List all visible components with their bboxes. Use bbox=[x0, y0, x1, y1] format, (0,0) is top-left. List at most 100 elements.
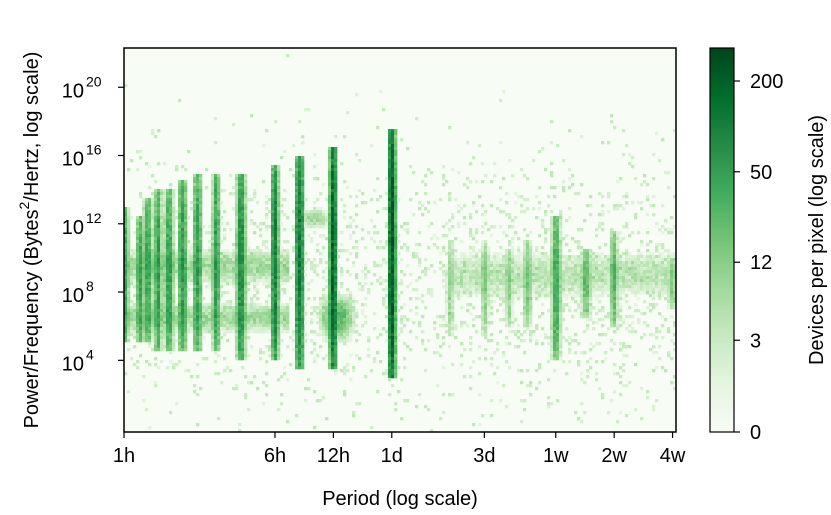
heatmap-cell bbox=[637, 309, 641, 313]
heatmap-cell bbox=[508, 321, 512, 325]
heatmap-cell bbox=[259, 279, 263, 283]
heatmap-cell bbox=[412, 255, 416, 259]
heatmap-cell bbox=[241, 216, 245, 220]
heatmap-cell bbox=[562, 309, 566, 313]
heatmap-cell bbox=[379, 246, 383, 250]
heatmap-cell bbox=[133, 309, 137, 313]
heatmap-cell bbox=[322, 288, 326, 292]
heatmap-cell bbox=[451, 276, 455, 280]
heatmap-cell bbox=[280, 249, 284, 253]
heatmap-cell bbox=[169, 216, 173, 220]
heatmap-cell bbox=[481, 291, 485, 295]
heatmap-cell bbox=[547, 273, 551, 277]
heatmap-cell bbox=[157, 321, 161, 325]
heatmap-cell bbox=[271, 318, 275, 322]
heatmap-cell bbox=[193, 255, 197, 259]
heatmap-cell bbox=[274, 270, 278, 274]
heatmap-cell bbox=[247, 270, 251, 274]
heatmap-cell bbox=[265, 324, 269, 328]
heatmap-cell bbox=[394, 297, 398, 301]
heatmap-cell bbox=[223, 258, 227, 262]
heatmap-cell bbox=[568, 267, 572, 271]
heatmap-cell bbox=[211, 201, 215, 205]
heatmap-cell bbox=[343, 321, 347, 325]
heatmap-cell bbox=[241, 249, 245, 253]
heatmap-cell bbox=[388, 168, 392, 172]
heatmap-cell bbox=[601, 270, 605, 274]
heatmap-cell bbox=[253, 249, 257, 253]
heatmap-cell bbox=[316, 207, 320, 211]
heatmap-cell bbox=[208, 249, 212, 253]
heatmap-cell bbox=[223, 312, 227, 316]
heatmap-cell bbox=[211, 261, 215, 265]
heatmap-cell bbox=[334, 201, 338, 205]
heatmap-cell bbox=[397, 282, 401, 286]
heatmap-cell bbox=[400, 291, 404, 295]
heatmap-cell bbox=[619, 204, 623, 208]
heatmap-cell bbox=[265, 261, 269, 265]
heatmap-cell bbox=[259, 264, 263, 268]
heatmap-cell bbox=[301, 195, 305, 199]
heatmap-cell bbox=[616, 315, 620, 319]
heatmap-cell bbox=[271, 276, 275, 280]
heatmap-cell bbox=[247, 321, 251, 325]
heatmap-cell bbox=[145, 312, 149, 316]
heatmap-cell bbox=[130, 315, 134, 319]
heatmap-cell bbox=[247, 276, 251, 280]
heatmap-cell bbox=[163, 270, 167, 274]
heatmap-cell bbox=[142, 264, 146, 268]
heatmap-cell bbox=[223, 249, 227, 253]
heatmap-cell bbox=[424, 174, 428, 178]
heatmap-cell bbox=[277, 297, 281, 301]
heatmap-cell bbox=[661, 267, 665, 271]
heatmap-cell bbox=[298, 192, 302, 196]
heatmap-cell bbox=[148, 243, 152, 247]
heatmap-cell bbox=[508, 276, 512, 280]
heatmap-cell bbox=[664, 228, 668, 232]
heatmap-cell bbox=[148, 255, 152, 259]
heatmap-cell bbox=[553, 312, 557, 316]
heatmap-cell bbox=[520, 267, 524, 271]
heatmap-cell bbox=[571, 255, 575, 259]
heatmap-cell bbox=[466, 294, 470, 298]
heatmap-cell bbox=[607, 285, 611, 289]
heatmap-cell bbox=[634, 261, 638, 265]
heatmap-cell bbox=[196, 324, 200, 328]
heatmap-cell bbox=[505, 321, 509, 325]
heatmap-cell bbox=[511, 252, 515, 256]
heatmap-cell bbox=[232, 309, 236, 313]
heatmap-cell bbox=[328, 240, 332, 244]
heatmap-cell bbox=[496, 294, 500, 298]
heatmap-cell bbox=[520, 291, 524, 295]
heatmap-cell bbox=[211, 300, 215, 304]
heatmap-cell bbox=[178, 219, 182, 223]
heatmap-cell bbox=[325, 318, 329, 322]
heatmap-cell bbox=[589, 276, 593, 280]
heatmap-cell bbox=[583, 291, 587, 295]
heatmap-cell bbox=[373, 225, 377, 229]
heatmap-cell bbox=[610, 309, 614, 313]
heatmap-cell bbox=[202, 312, 206, 316]
heatmap-cell bbox=[268, 321, 272, 325]
heatmap-cell bbox=[550, 300, 554, 304]
heatmap-cell bbox=[475, 240, 479, 244]
heatmap-cell bbox=[520, 261, 524, 265]
heatmap-cell bbox=[184, 297, 188, 301]
heatmap-cell bbox=[247, 288, 251, 292]
heatmap-cell bbox=[523, 210, 527, 214]
heatmap-cell bbox=[505, 324, 509, 328]
heatmap-cell bbox=[148, 252, 152, 256]
heatmap-cell bbox=[301, 315, 305, 319]
heatmap-cell bbox=[616, 180, 620, 184]
heatmap-cell bbox=[169, 243, 173, 247]
heatmap-cell bbox=[322, 216, 326, 220]
heatmap-cell bbox=[193, 273, 197, 277]
heatmap-cell bbox=[145, 228, 149, 232]
heatmap-cell bbox=[442, 234, 446, 238]
heatmap-cell bbox=[565, 264, 569, 268]
heatmap-cell bbox=[178, 252, 182, 256]
heatmap-cell bbox=[526, 321, 530, 325]
heatmap-cell bbox=[193, 240, 197, 244]
heatmap-cell bbox=[628, 315, 632, 319]
heatmap-cell bbox=[235, 225, 239, 229]
